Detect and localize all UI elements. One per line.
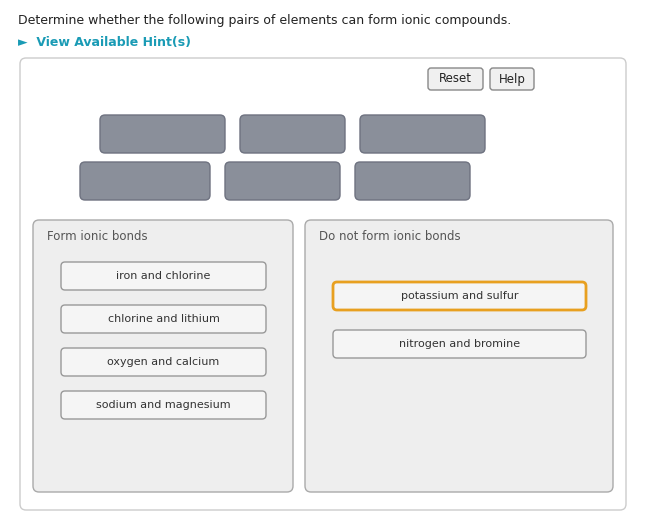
Text: ►  View Available Hint(s): ► View Available Hint(s) xyxy=(18,36,191,49)
FancyBboxPatch shape xyxy=(225,162,340,200)
FancyBboxPatch shape xyxy=(80,162,210,200)
Text: oxygen and calcium: oxygen and calcium xyxy=(107,357,220,367)
Text: Help: Help xyxy=(499,73,525,86)
Text: potassium and sulfur: potassium and sulfur xyxy=(401,291,518,301)
FancyBboxPatch shape xyxy=(333,330,586,358)
FancyBboxPatch shape xyxy=(61,348,266,376)
FancyBboxPatch shape xyxy=(490,68,534,90)
FancyBboxPatch shape xyxy=(20,58,626,510)
FancyBboxPatch shape xyxy=(305,220,613,492)
FancyBboxPatch shape xyxy=(355,162,470,200)
FancyBboxPatch shape xyxy=(61,262,266,290)
Text: nitrogen and bromine: nitrogen and bromine xyxy=(399,339,520,349)
Text: sodium and magnesium: sodium and magnesium xyxy=(96,400,231,410)
FancyBboxPatch shape xyxy=(240,115,345,153)
FancyBboxPatch shape xyxy=(360,115,485,153)
Text: iron and chlorine: iron and chlorine xyxy=(116,271,211,281)
FancyBboxPatch shape xyxy=(100,115,225,153)
Text: Form ionic bonds: Form ionic bonds xyxy=(47,230,148,243)
FancyBboxPatch shape xyxy=(61,305,266,333)
FancyBboxPatch shape xyxy=(428,68,483,90)
FancyBboxPatch shape xyxy=(33,220,293,492)
Text: Do not form ionic bonds: Do not form ionic bonds xyxy=(319,230,461,243)
FancyBboxPatch shape xyxy=(333,282,586,310)
Text: chlorine and lithium: chlorine and lithium xyxy=(108,314,220,324)
FancyBboxPatch shape xyxy=(61,391,266,419)
Text: Reset: Reset xyxy=(439,73,472,86)
Text: Determine whether the following pairs of elements can form ionic compounds.: Determine whether the following pairs of… xyxy=(18,14,511,27)
